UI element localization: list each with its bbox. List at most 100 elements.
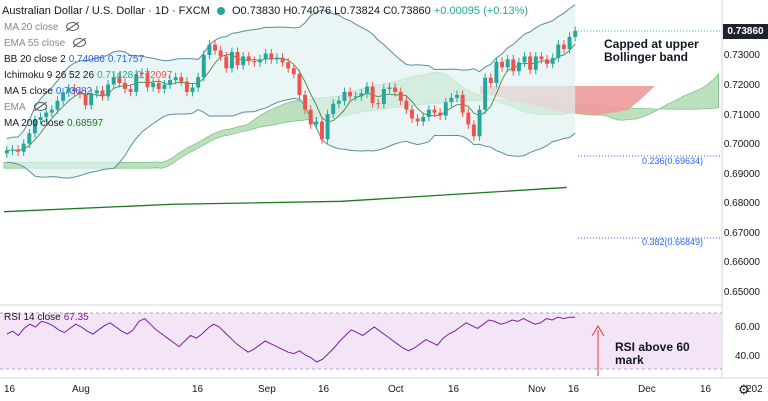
time-tick: Sep bbox=[258, 384, 276, 395]
candle-body bbox=[145, 72, 150, 88]
bollinger-lower bbox=[6, 97, 576, 179]
candle-body bbox=[246, 56, 251, 61]
candle-body bbox=[483, 77, 488, 110]
legend-ma200[interactable]: MA 200 close 0.68597 bbox=[4, 118, 104, 129]
candle-body bbox=[117, 77, 122, 84]
change-value: +0.00095 (+0.13%) bbox=[433, 5, 529, 17]
candle-body bbox=[134, 74, 139, 92]
bollinger-upper bbox=[6, 4, 576, 140]
legend-rsi[interactable]: RSI 14 close 67.35 bbox=[4, 312, 89, 323]
candle-body bbox=[308, 109, 313, 125]
price-tick: 0.66000 bbox=[723, 257, 760, 269]
price-tick: 0.69000 bbox=[723, 168, 760, 180]
symbol-header: Australian Dollar / U.S. Dollar · 1D · F… bbox=[2, 5, 529, 17]
candle-body bbox=[72, 88, 77, 92]
candle-body bbox=[27, 133, 32, 144]
time-tick: Dec bbox=[638, 384, 656, 395]
candle-body bbox=[319, 121, 324, 140]
rsi-tick-60: 60.00 bbox=[734, 322, 760, 333]
candle-body bbox=[488, 77, 493, 84]
time-tick: Aug bbox=[72, 384, 90, 395]
candle-body bbox=[365, 86, 369, 94]
candle-body bbox=[359, 93, 364, 97]
candle-body bbox=[263, 53, 268, 60]
candle-body bbox=[573, 31, 578, 37]
candle-body bbox=[336, 100, 341, 104]
fib-label-0382: 0.382(0.66849) bbox=[642, 237, 704, 247]
time-tick: Oct bbox=[388, 384, 404, 395]
candle-body bbox=[303, 94, 308, 110]
candle-body bbox=[438, 112, 443, 116]
candle-body bbox=[500, 61, 504, 68]
price-tick: 0.70000 bbox=[723, 139, 760, 151]
candle-body bbox=[426, 109, 431, 118]
hidden-eye-icon[interactable] bbox=[73, 38, 87, 47]
candle-body bbox=[162, 84, 167, 89]
market-status-icon bbox=[216, 7, 225, 15]
candle-body bbox=[218, 50, 223, 57]
candle-body bbox=[528, 56, 533, 70]
symbol-title: Australian Dollar / U.S. Dollar · 1D · F… bbox=[2, 5, 210, 17]
fib-label-0236: 0.236(0.69634) bbox=[642, 156, 704, 166]
candle-body bbox=[561, 44, 566, 50]
time-tick: 16 bbox=[318, 384, 330, 395]
candle-body bbox=[545, 59, 550, 64]
candle-body bbox=[252, 60, 257, 63]
candle-body bbox=[128, 88, 133, 92]
time-tick: 16 bbox=[192, 384, 204, 395]
candle-body bbox=[477, 109, 482, 137]
legend-bb[interactable]: BB 20 close 2 0.74086 0.71757 bbox=[4, 54, 145, 65]
price-tick: 0.67000 bbox=[723, 227, 760, 239]
candle-body bbox=[550, 57, 555, 64]
candle-body bbox=[224, 56, 229, 69]
candle-body bbox=[66, 88, 71, 93]
time-tick: 16 bbox=[568, 384, 580, 395]
rsi-tick-40: 40.00 bbox=[734, 351, 760, 362]
candle-body bbox=[55, 100, 60, 110]
candle-body bbox=[404, 100, 409, 110]
hidden-eye-icon[interactable] bbox=[33, 102, 47, 111]
rsi-band bbox=[0, 313, 722, 369]
candle-body bbox=[38, 117, 43, 121]
candle-body bbox=[4, 150, 9, 154]
candle-body bbox=[398, 91, 403, 101]
candle-body bbox=[455, 94, 459, 98]
candle-body bbox=[49, 109, 54, 113]
candle-body bbox=[449, 97, 454, 103]
candle-body bbox=[460, 94, 465, 113]
candle-body bbox=[494, 61, 499, 84]
candle-body bbox=[190, 87, 195, 92]
time-tick: Nov bbox=[528, 384, 546, 395]
candle-body bbox=[376, 103, 381, 105]
legend-ma5[interactable]: MA 5 close 0.73682 bbox=[4, 86, 93, 97]
candle-body bbox=[89, 93, 94, 106]
legend-ichimoku[interactable]: Ichimoku 9 26 52 26 0.71428 0.72097 bbox=[4, 70, 173, 81]
candle-body bbox=[207, 44, 212, 55]
legend-ema[interactable]: EMA bbox=[4, 102, 50, 114]
candle-body bbox=[179, 77, 184, 82]
price-tick: 0.72000 bbox=[723, 80, 760, 91]
annotation-upper-band: Capped at upper Bollinger band bbox=[604, 37, 699, 64]
annotation-arrowhead bbox=[591, 325, 605, 337]
candle-body bbox=[415, 118, 420, 122]
candle-body bbox=[184, 81, 189, 92]
hidden-eye-icon[interactable] bbox=[66, 22, 80, 31]
candle-body bbox=[106, 84, 111, 97]
candle-body bbox=[539, 56, 544, 60]
candle-body bbox=[274, 57, 279, 60]
candle-body bbox=[241, 56, 246, 66]
candle-body bbox=[505, 59, 510, 68]
candle-body bbox=[201, 54, 206, 78]
candle-body bbox=[314, 121, 319, 125]
gear-icon[interactable]: ⚙ bbox=[738, 382, 750, 397]
candle-body bbox=[325, 114, 330, 140]
candle-body bbox=[471, 124, 476, 137]
candle-body bbox=[291, 68, 296, 75]
candle-body bbox=[466, 112, 471, 125]
candle-body bbox=[342, 91, 347, 101]
legend-ema55[interactable]: EMA 55 close bbox=[4, 38, 89, 50]
legend-ma20[interactable]: MA 20 close bbox=[4, 22, 82, 34]
candle-body bbox=[151, 83, 156, 88]
candle-body bbox=[410, 109, 414, 119]
